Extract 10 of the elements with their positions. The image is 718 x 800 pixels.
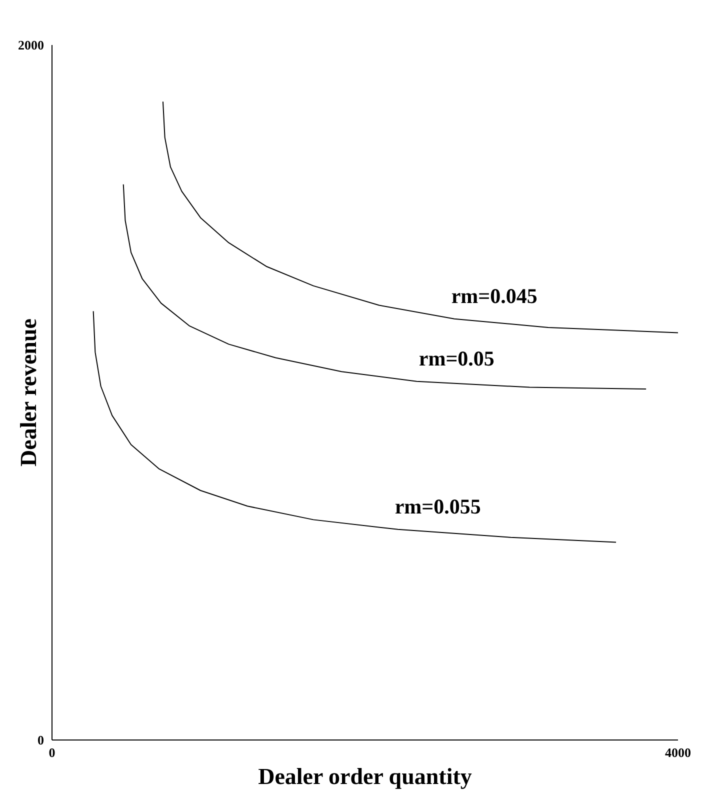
y-tick-label: 2000 [18, 38, 44, 53]
x-tick-label: 4000 [665, 745, 691, 760]
line-series [92, 310, 617, 543]
series-label: rm=0.045 [451, 284, 538, 308]
x-axis-title: Dealer order quantity [258, 764, 472, 789]
y-axis-title: Dealer revenue [16, 318, 42, 466]
series-label: rm=0.055 [394, 494, 481, 518]
line-series [122, 184, 647, 390]
series-label: rm=0.05 [418, 346, 494, 370]
line-series [162, 101, 678, 334]
